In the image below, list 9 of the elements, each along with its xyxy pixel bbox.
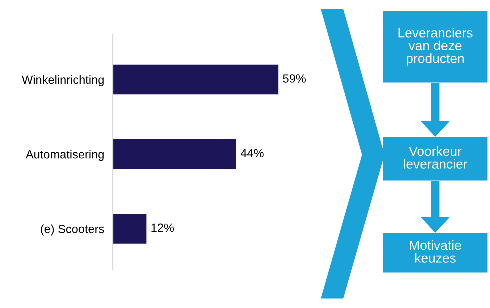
text: Motivatie keuzes [410,240,462,263]
data-label: 12% [152,224,174,232]
data-label: 44% [240,149,264,158]
data-label: 59% [283,74,306,83]
y-tick-label: Winkelinrichting [22,75,104,86]
y-tick-label: (e) Scooters [41,224,104,236]
text: Leveranciers van deze producten [398,28,473,66]
y-tick-label: Automatisering [26,150,104,162]
text: Voorkeur leverancier [404,146,468,169]
